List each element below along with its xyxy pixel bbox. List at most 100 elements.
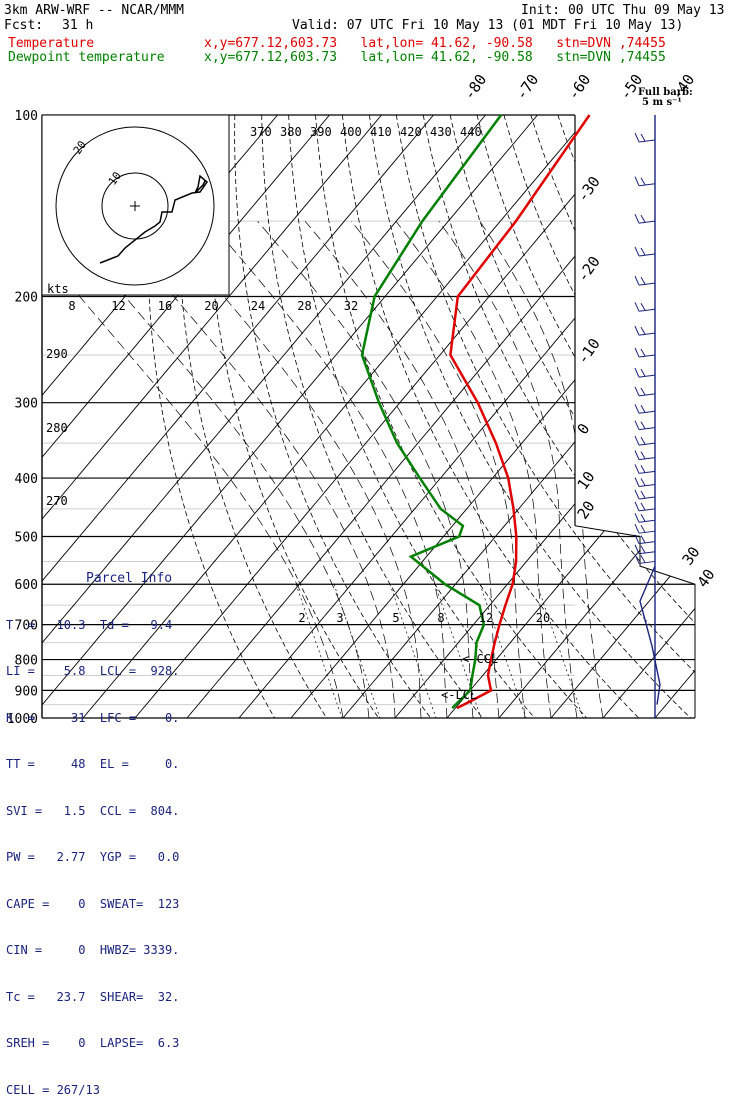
wind-barb: [635, 513, 639, 522]
dry-adiabat-line: [665, 115, 740, 718]
dry-adiabat-line: [719, 115, 740, 718]
hodograph-speed-label: 16: [158, 299, 172, 313]
wind-barb: [639, 333, 655, 335]
hodograph-speed-label: 32: [344, 299, 358, 313]
hodograph-speed-label: 20: [204, 299, 218, 313]
wind-barb: [639, 283, 655, 285]
forecast-label: Fcst:: [4, 19, 43, 33]
wind-barb: [639, 471, 655, 473]
wind-barb: [639, 355, 655, 357]
dry-adiabat-line: [585, 115, 740, 718]
wind-barb: [639, 520, 655, 522]
dry-adiabat-line: [558, 115, 740, 718]
forecast-hour: 31 h: [62, 19, 93, 33]
isotherm-label: 10: [574, 468, 599, 493]
wind-barb: [639, 531, 655, 533]
isotherm-line: [239, 115, 740, 718]
wind-barb: [641, 134, 645, 141]
temperature-legend-label: Temperature: [8, 37, 94, 51]
hodograph-unit-label: kts: [47, 282, 69, 296]
wind-barb: [639, 485, 655, 487]
wind-barb: [641, 388, 645, 395]
parcel-row: CIN = 0 HWBZ= 3339.: [6, 943, 230, 959]
wind-barb: [635, 502, 639, 511]
isotherm-label: -30: [574, 173, 604, 206]
isotherm-label: -70: [512, 71, 542, 104]
theta-label: 390: [310, 125, 332, 139]
dry-adiabat-line: [342, 115, 638, 718]
pressure-tick-label: 400: [15, 472, 38, 487]
isotherm-line: [291, 115, 740, 718]
wind-barb: [641, 303, 645, 310]
theta-label: 420: [400, 125, 422, 139]
isotherm-line: [395, 115, 740, 718]
wind-barb: [641, 479, 645, 486]
dry-adiabat-line: [639, 115, 740, 718]
wind-barb: [635, 524, 639, 533]
wind-barb: [641, 465, 645, 472]
mixing-ratio-label: 12: [479, 611, 493, 625]
wind-barb: [639, 221, 655, 223]
parcel-info-title: Parcel Info: [6, 571, 230, 587]
wind-barb: [635, 404, 639, 413]
wind-barb: [639, 497, 655, 499]
dry-adiabat-line: [504, 115, 740, 718]
wind-barb: [635, 545, 639, 554]
wind-barb: [635, 464, 639, 473]
wind-barb: [635, 326, 639, 335]
isotherm-line: [499, 115, 740, 718]
dry-adiabat-line: [450, 115, 740, 718]
parcel-row: SVI = 1.5 CCL = 804.: [6, 804, 230, 820]
wind-barb: [635, 348, 639, 357]
wind-barb: [635, 451, 639, 460]
dry-adiabat-lines: [147, 115, 740, 718]
dry-adiabat-line: [531, 115, 740, 718]
wind-barb: [635, 214, 639, 223]
dewpoint-legend-label: Dewpoint temperature: [8, 51, 165, 65]
parcel-row: Tc = 23.7 SHEAR= 32.: [6, 990, 230, 1006]
dry-adiabat-line: [396, 115, 740, 718]
parcel-row: K = 31 LFC = 0.: [6, 711, 230, 727]
dry-adiabat-line: [477, 115, 740, 718]
wind-barb: [641, 277, 645, 284]
wind-barb: [635, 302, 639, 311]
wind-barb: [635, 368, 639, 377]
wind-barb: [641, 349, 645, 356]
theta-label: 410: [370, 125, 392, 139]
wind-barb: [641, 555, 645, 562]
annotation-label: <-CCL: [462, 652, 498, 666]
isotherm-line: [707, 115, 740, 718]
theta-label: 370: [250, 125, 272, 139]
wind-barb: [635, 177, 639, 186]
moist-adiabat-line: [396, 221, 551, 718]
isotherm-label: 20: [574, 497, 599, 522]
isotherm-label: 40: [694, 566, 719, 591]
model-title: 3km ARW-WRF -- NCAR/MMM: [4, 4, 184, 18]
wind-barb: [639, 542, 655, 544]
wind-barb: [635, 490, 639, 499]
wind-barb: [635, 478, 639, 487]
init-time: Init: 00 UTC Thu 09 May 13: [521, 4, 725, 18]
wind-barb: [635, 387, 639, 396]
mixing-ratio-line: [390, 584, 436, 718]
wind-barb: [639, 394, 655, 396]
dry-adiabat-line: [692, 115, 740, 718]
wind-barb: [641, 525, 645, 532]
theta-label: 430: [430, 125, 452, 139]
wind-barb: [641, 178, 645, 185]
wind-barb: [641, 369, 645, 376]
mixing-ratio-label: 20: [536, 611, 550, 625]
wind-barb: [641, 422, 645, 429]
wind-barb: [635, 276, 639, 285]
wind-barb: [639, 411, 655, 413]
isotherm-label: -20: [574, 253, 604, 286]
mixing-ratio-label: 5: [392, 611, 399, 625]
parcel-row: PW = 2.77 YGP = 0.0: [6, 850, 230, 866]
wind-barb: [639, 443, 655, 445]
wind-barb-lower: [640, 566, 660, 704]
isotherm-line: [187, 115, 694, 718]
mixing-ratio-label: 2: [298, 611, 305, 625]
wind-barb: [641, 514, 645, 521]
dry-adiabat-line: [612, 115, 740, 718]
